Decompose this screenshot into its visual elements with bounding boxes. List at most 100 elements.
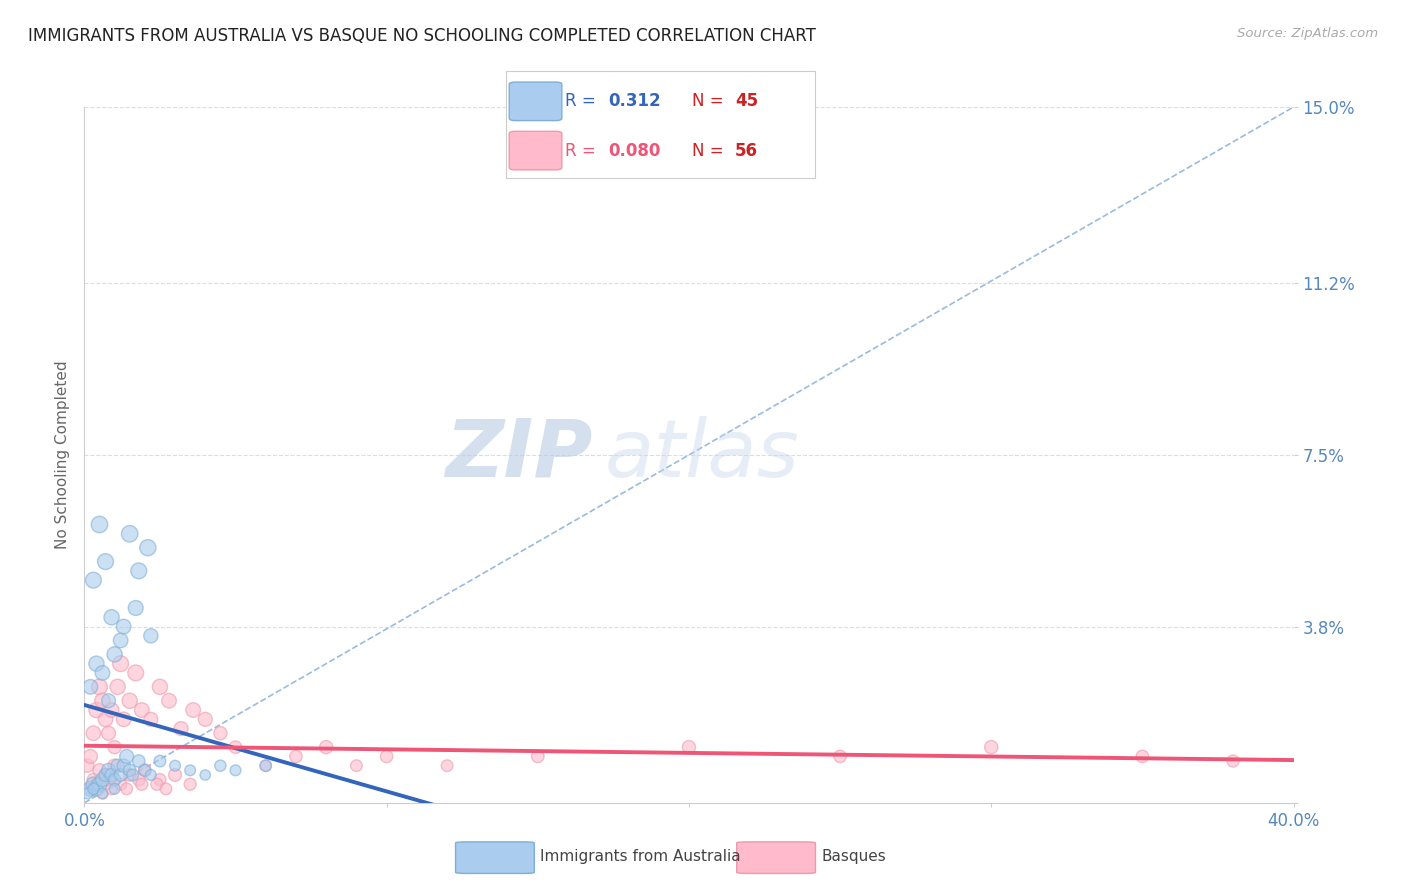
Point: [89, 777, 111, 791]
Point: [76, 787, 98, 801]
Point: [194, 768, 217, 782]
Point: [131, 703, 153, 717]
Point: [112, 712, 135, 726]
Point: [94, 768, 117, 782]
Point: [118, 764, 141, 778]
Point: [375, 749, 398, 764]
Text: R =: R =: [565, 142, 600, 160]
FancyBboxPatch shape: [509, 131, 562, 169]
Point: [139, 712, 162, 726]
Point: [209, 758, 232, 772]
Point: [104, 758, 127, 772]
Text: 56: 56: [735, 142, 758, 160]
Point: [82, 726, 104, 740]
Point: [104, 772, 127, 787]
Point: [104, 648, 127, 662]
Point: [100, 768, 122, 782]
Text: N =: N =: [692, 142, 728, 160]
Point: [97, 726, 120, 740]
Point: [82, 781, 104, 796]
Point: [97, 764, 120, 778]
FancyBboxPatch shape: [509, 82, 562, 120]
Point: [91, 787, 114, 801]
Point: [112, 758, 135, 772]
Point: [527, 749, 550, 764]
Point: [139, 629, 162, 643]
Point: [79, 781, 101, 796]
Point: [76, 758, 98, 772]
Point: [79, 680, 101, 694]
Text: 45: 45: [735, 93, 758, 111]
Point: [107, 680, 129, 694]
Point: [82, 772, 104, 787]
Point: [110, 768, 132, 782]
Point: [149, 754, 172, 768]
Point: [97, 772, 120, 787]
Text: Basques: Basques: [821, 849, 886, 863]
Point: [112, 619, 135, 633]
Point: [89, 680, 111, 694]
Text: R =: R =: [565, 93, 600, 111]
Point: [86, 657, 108, 671]
Point: [125, 601, 148, 615]
Point: [97, 694, 120, 708]
Point: [225, 764, 247, 778]
Point: [118, 694, 141, 708]
Point: [1130, 749, 1153, 764]
Point: [209, 726, 232, 740]
Point: [82, 777, 104, 791]
Point: [128, 772, 150, 787]
Point: [125, 665, 148, 680]
Point: [121, 768, 143, 782]
Point: [94, 555, 117, 569]
Point: [91, 787, 114, 801]
Point: [107, 758, 129, 772]
FancyBboxPatch shape: [737, 842, 815, 873]
Point: [86, 781, 108, 796]
Point: [254, 758, 277, 772]
Text: 0.080: 0.080: [609, 142, 661, 160]
Point: [115, 781, 138, 796]
Point: [254, 758, 277, 772]
Point: [1222, 754, 1244, 768]
Point: [139, 768, 162, 782]
Point: [131, 777, 153, 791]
Point: [79, 749, 101, 764]
Point: [179, 777, 201, 791]
Point: [157, 694, 180, 708]
Text: IMMIGRANTS FROM AUSTRALIA VS BASQUE NO SCHOOLING COMPLETED CORRELATION CHART: IMMIGRANTS FROM AUSTRALIA VS BASQUE NO S…: [28, 27, 815, 45]
Point: [104, 740, 127, 755]
Text: ZIP: ZIP: [444, 416, 592, 494]
Point: [678, 740, 700, 755]
Text: Immigrants from Australia: Immigrants from Australia: [540, 849, 741, 863]
Y-axis label: No Schooling Completed: No Schooling Completed: [55, 360, 70, 549]
Point: [82, 573, 104, 587]
Point: [436, 758, 458, 772]
Point: [136, 541, 159, 555]
Text: 0.312: 0.312: [609, 93, 661, 111]
Point: [110, 633, 132, 648]
Point: [89, 764, 111, 778]
Point: [110, 657, 132, 671]
Point: [149, 680, 172, 694]
Point: [91, 772, 114, 787]
Point: [86, 777, 108, 791]
Point: [86, 703, 108, 717]
Point: [194, 712, 217, 726]
Point: [165, 768, 187, 782]
Point: [285, 749, 308, 764]
Point: [149, 772, 172, 787]
Point: [155, 781, 177, 796]
Point: [110, 777, 132, 791]
Text: N =: N =: [692, 93, 728, 111]
Point: [100, 781, 122, 796]
Point: [91, 694, 114, 708]
Point: [165, 758, 187, 772]
Point: [100, 610, 122, 624]
Point: [79, 781, 101, 796]
Point: [118, 526, 141, 541]
Point: [830, 749, 852, 764]
Point: [134, 764, 156, 778]
Point: [100, 703, 122, 717]
Point: [89, 517, 111, 532]
